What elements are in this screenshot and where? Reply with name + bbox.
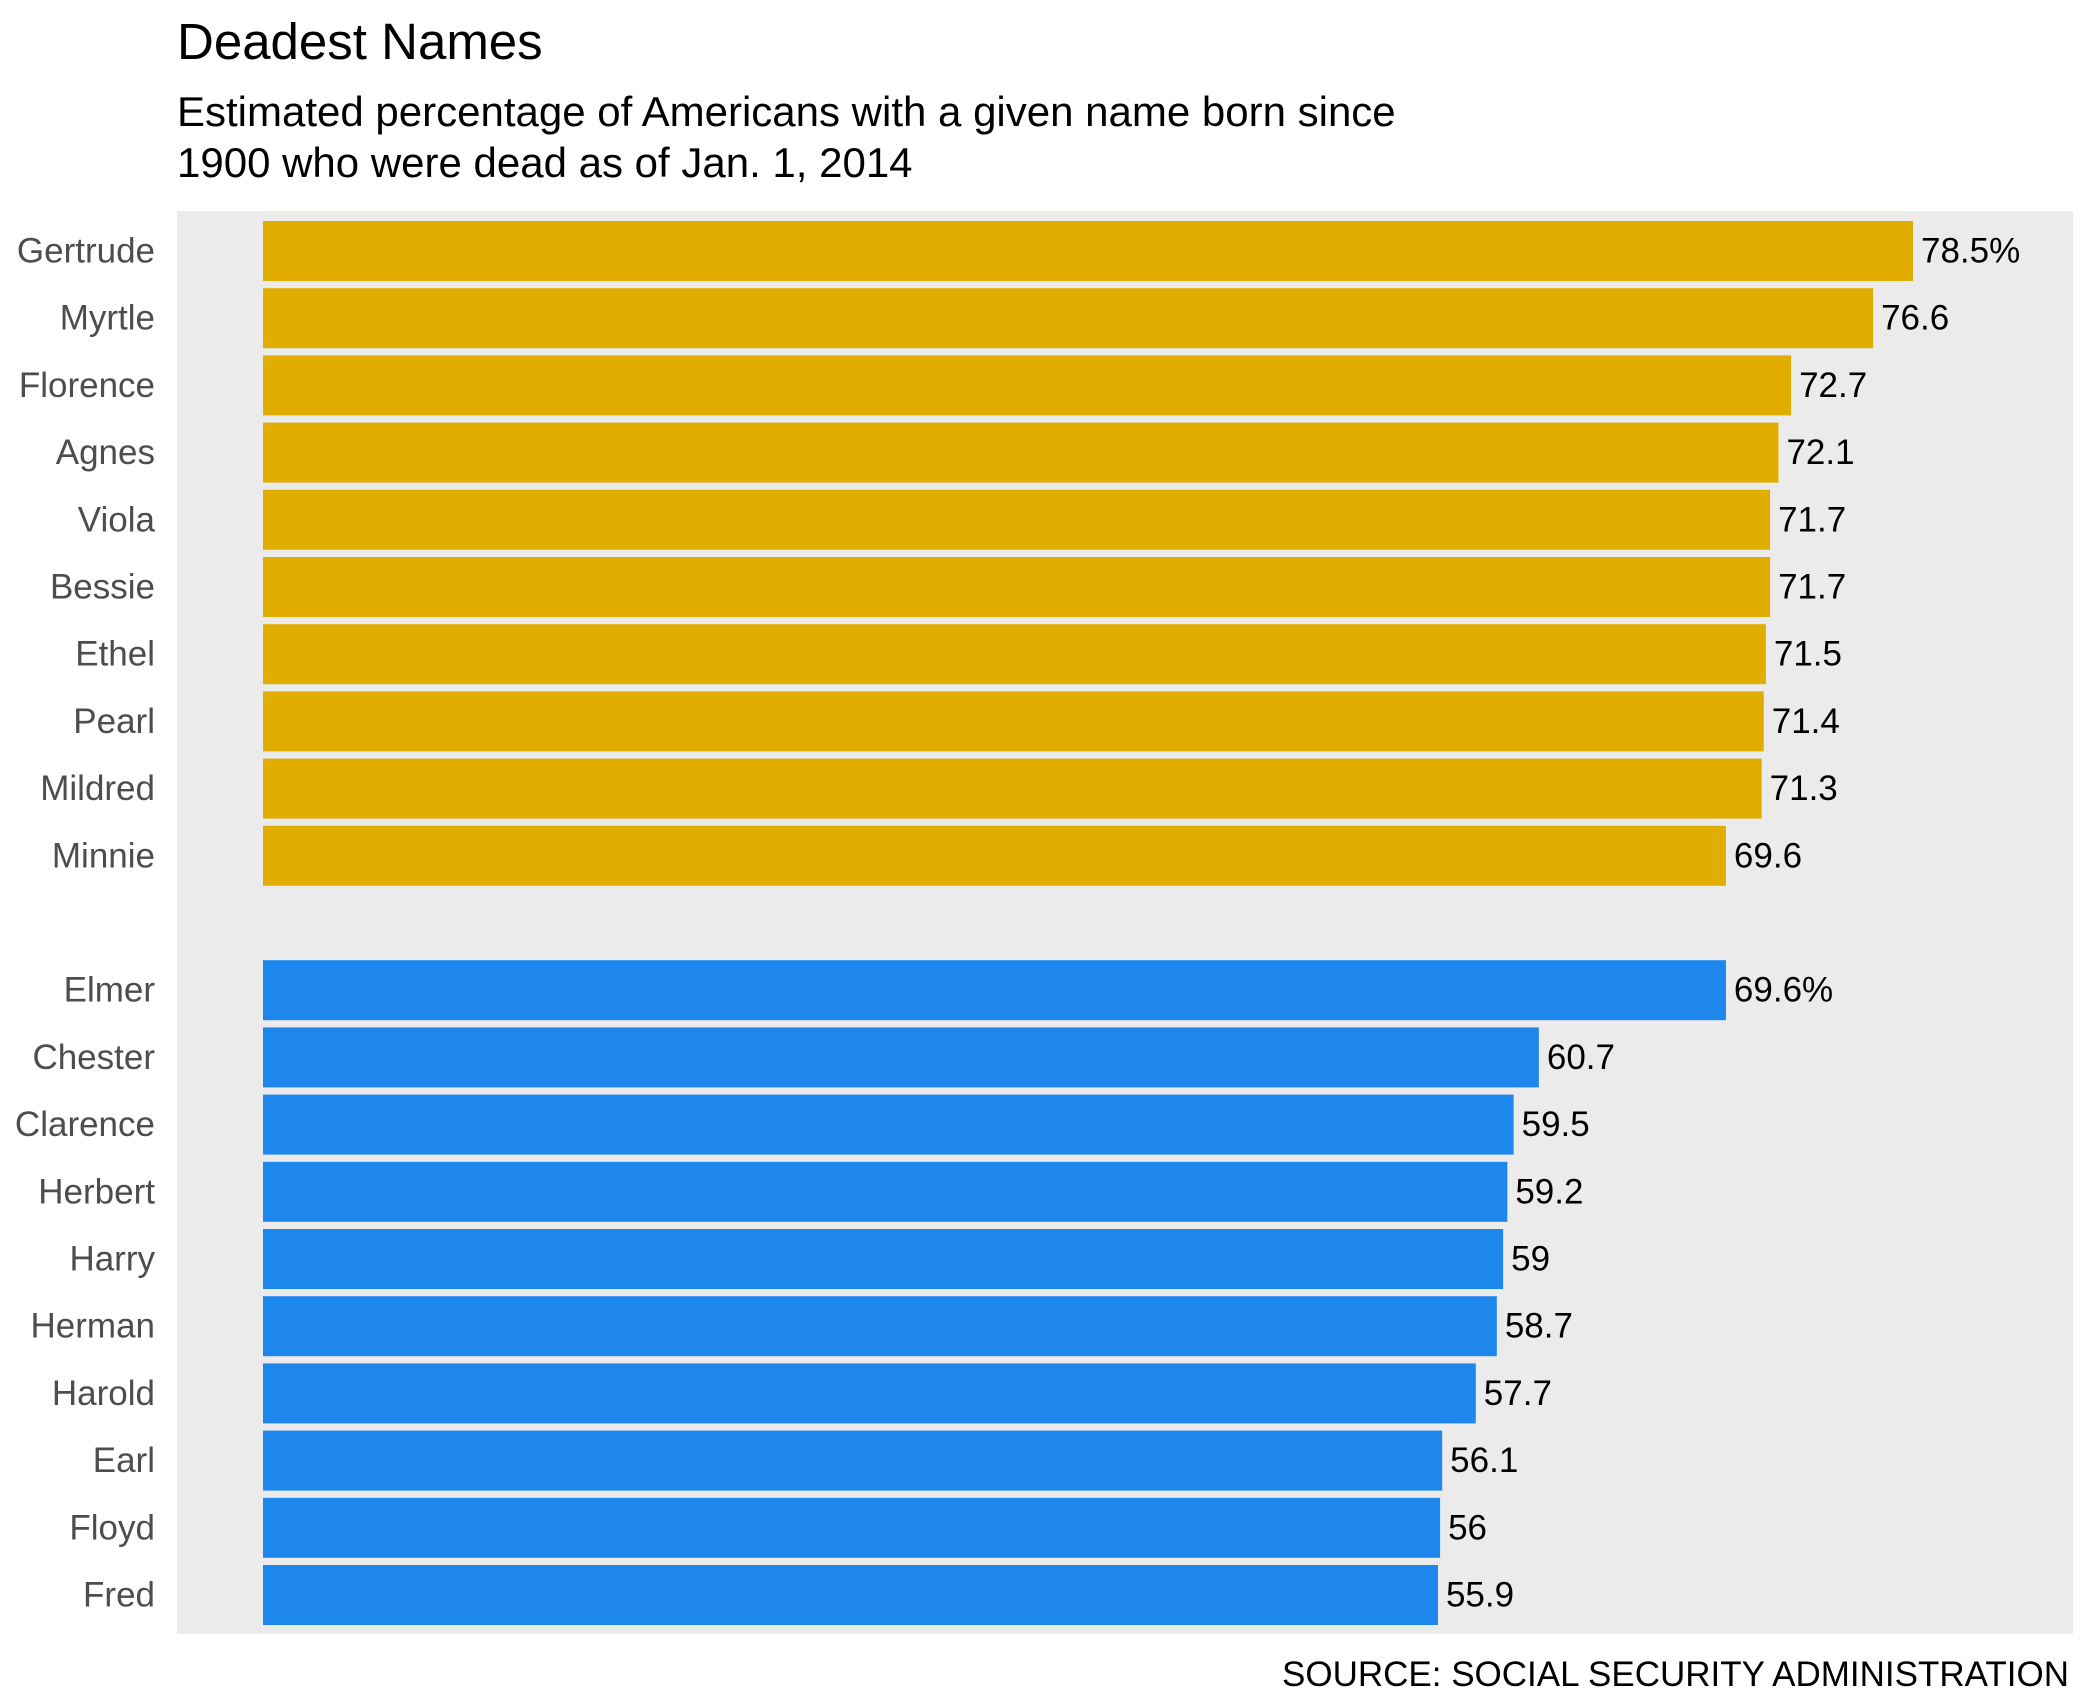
chart-source: SOURCE: SOCIAL SECURITY ADMINISTRATION xyxy=(1282,1655,2069,1694)
bar-mildred xyxy=(263,758,1762,819)
value-label-floyd: 56 xyxy=(1448,1508,1487,1547)
category-label-earl: Earl xyxy=(93,1441,155,1480)
value-label-earl: 56.1 xyxy=(1450,1441,1518,1480)
bar-minnie xyxy=(263,825,1726,886)
category-label-elmer: Elmer xyxy=(64,971,156,1010)
value-label-harold: 57.7 xyxy=(1484,1374,1552,1413)
bar-harry xyxy=(263,1229,1504,1289)
category-label-myrtle: Myrtle xyxy=(60,299,155,338)
bars-layer: Gertrude 78.5% Myrtle 76.6 Florence 72.7 Agnes… xyxy=(15,221,2020,1625)
bar-florence xyxy=(263,355,1792,416)
category-label-harold: Harold xyxy=(52,1374,155,1413)
bar-gertrude xyxy=(263,221,1913,281)
value-label-minnie: 69.6 xyxy=(1734,836,1802,875)
category-label-fred: Fred xyxy=(83,1576,155,1615)
value-label-pearl: 71.4 xyxy=(1772,702,1840,741)
bar-floyd xyxy=(263,1497,1441,1558)
value-label-myrtle: 76.6 xyxy=(1881,299,1949,338)
value-label-herbert: 59.2 xyxy=(1515,1172,1583,1211)
subtitle-line-1: Estimated percentage of Americans with a… xyxy=(177,88,1396,135)
bar-chester xyxy=(263,1027,1539,1088)
value-label-elmer: 69.6% xyxy=(1734,971,1833,1010)
bar-ethel xyxy=(263,624,1766,685)
category-label-mildred: Mildred xyxy=(40,769,155,808)
value-label-fred: 55.9 xyxy=(1446,1576,1514,1615)
category-label-clarence: Clarence xyxy=(15,1105,155,1144)
category-label-floyd: Floyd xyxy=(69,1508,155,1547)
chart-subtitle: Estimated percentage of Americans with a… xyxy=(177,86,1396,188)
bar-elmer xyxy=(263,960,1726,1021)
category-label-florence: Florence xyxy=(19,366,155,405)
chart-title: Deadest Names xyxy=(177,13,543,70)
bar-clarence xyxy=(263,1094,1514,1155)
category-label-agnes: Agnes xyxy=(56,433,155,472)
category-label-herman: Herman xyxy=(31,1307,155,1346)
value-label-harry: 59 xyxy=(1511,1240,1550,1279)
value-label-florence: 72.7 xyxy=(1799,366,1867,405)
category-label-viola: Viola xyxy=(78,500,156,539)
bar-fred xyxy=(263,1565,1438,1625)
category-label-minnie: Minnie xyxy=(52,836,155,875)
bar-herman xyxy=(263,1296,1497,1357)
category-label-chester: Chester xyxy=(32,1038,155,1077)
value-label-viola: 71.7 xyxy=(1778,500,1846,539)
value-label-clarence: 59.5 xyxy=(1522,1105,1590,1144)
bar-bessie xyxy=(263,557,1771,617)
bar-earl xyxy=(263,1430,1443,1491)
bar-pearl xyxy=(263,691,1764,752)
value-label-agnes: 72.1 xyxy=(1786,433,1854,472)
bar-agnes xyxy=(263,422,1779,483)
bar-herbert xyxy=(263,1161,1508,1222)
category-label-ethel: Ethel xyxy=(75,635,155,674)
category-label-pearl: Pearl xyxy=(73,702,155,741)
bar-viola xyxy=(263,489,1771,550)
value-label-chester: 60.7 xyxy=(1547,1038,1615,1077)
category-label-gertrude: Gertrude xyxy=(17,232,155,271)
subtitle-line-2: 1900 who were dead as of Jan. 1, 2014 xyxy=(177,139,913,186)
bar-myrtle xyxy=(263,288,1874,349)
bar-harold xyxy=(263,1363,1476,1424)
value-label-gertrude: 78.5% xyxy=(1921,232,2020,271)
value-label-bessie: 71.7 xyxy=(1778,568,1846,607)
value-label-mildred: 71.3 xyxy=(1770,769,1838,808)
category-label-harry: Harry xyxy=(69,1240,155,1279)
category-label-herbert: Herbert xyxy=(38,1172,155,1211)
value-label-ethel: 71.5 xyxy=(1774,635,1842,674)
value-label-herman: 58.7 xyxy=(1505,1307,1573,1346)
category-label-bessie: Bessie xyxy=(50,568,155,607)
